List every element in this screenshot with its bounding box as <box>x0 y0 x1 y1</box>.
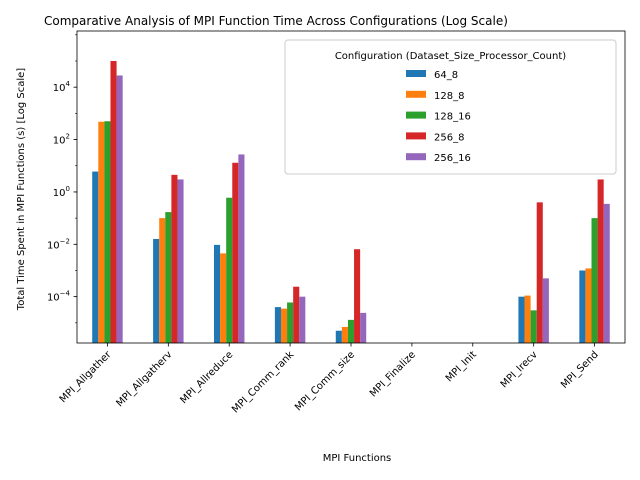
legend-title: Configuration (Dataset_Size_Processor_Co… <box>335 51 566 62</box>
bar <box>585 268 592 343</box>
bar <box>165 212 172 343</box>
x-axis-label: MPI Functions <box>323 453 392 464</box>
y-tick-label: 10−2 <box>47 237 70 251</box>
bar <box>98 121 105 343</box>
legend-swatch <box>406 90 426 98</box>
x-tick-label: MPI_Comm_size <box>293 349 357 413</box>
bar <box>177 179 184 343</box>
legend-swatch <box>406 132 426 140</box>
legend-label: 256_16 <box>434 153 471 164</box>
bar <box>341 326 348 343</box>
bar <box>293 286 300 343</box>
chart-title: Comparative Analysis of MPI Function Tim… <box>44 14 508 28</box>
legend-label: 256_8 <box>434 132 464 143</box>
bar <box>287 302 294 343</box>
bar <box>347 319 355 343</box>
bar <box>116 75 123 344</box>
bar <box>354 249 361 343</box>
legend-label: 128_8 <box>434 91 464 102</box>
y-tick-label: 104 <box>53 80 71 94</box>
x-tick-label: MPI_Init <box>444 349 479 384</box>
bar <box>274 307 281 343</box>
x-tick-label: MPI_Comm_rank <box>230 349 296 415</box>
y-tick-label: 102 <box>53 133 70 147</box>
bar <box>232 162 239 343</box>
bar <box>92 171 99 343</box>
legend-label: 128_16 <box>434 112 471 123</box>
legend-label: 64_8 <box>434 70 458 81</box>
bar <box>579 270 586 343</box>
bar <box>171 174 178 343</box>
bar <box>226 197 233 343</box>
x-tick-label: MPI_Send <box>559 349 601 391</box>
legend-box <box>284 39 617 175</box>
legend: Configuration (Dataset_Size_Processor_Co… <box>284 39 617 175</box>
bar <box>110 61 117 343</box>
x-tick-label: MPI_Allgather <box>58 349 114 405</box>
legend-swatch <box>406 153 426 161</box>
bar <box>335 330 342 343</box>
bar <box>597 179 604 343</box>
x-tick-label: MPI_Irecv <box>499 349 540 390</box>
bar <box>360 312 367 343</box>
bar <box>591 218 598 343</box>
bar <box>220 253 227 343</box>
x-tick-label: MPI_Allreduce <box>178 349 235 406</box>
bar <box>530 310 537 343</box>
legend-swatch <box>406 70 426 77</box>
bar <box>542 278 549 343</box>
x-tick-label: MPI_Finalize <box>368 349 418 399</box>
legend-swatch <box>406 111 426 119</box>
bar <box>280 308 288 343</box>
y-axis-label: Total Time Spent in MPI Functions (s) [L… <box>16 68 27 312</box>
bar <box>518 296 525 343</box>
bar <box>524 295 531 343</box>
bar <box>104 121 111 343</box>
bar <box>214 244 221 343</box>
bar <box>299 296 306 343</box>
bars <box>92 61 610 344</box>
bar <box>603 203 610 343</box>
bar <box>153 238 160 343</box>
bar <box>238 154 245 343</box>
x-tick-label: MPI_Allgatherv <box>114 349 174 409</box>
bar <box>536 202 543 343</box>
y-tick-label: 100 <box>53 185 70 199</box>
y-tick-label: 10−4 <box>47 290 71 304</box>
bar <box>159 218 166 343</box>
